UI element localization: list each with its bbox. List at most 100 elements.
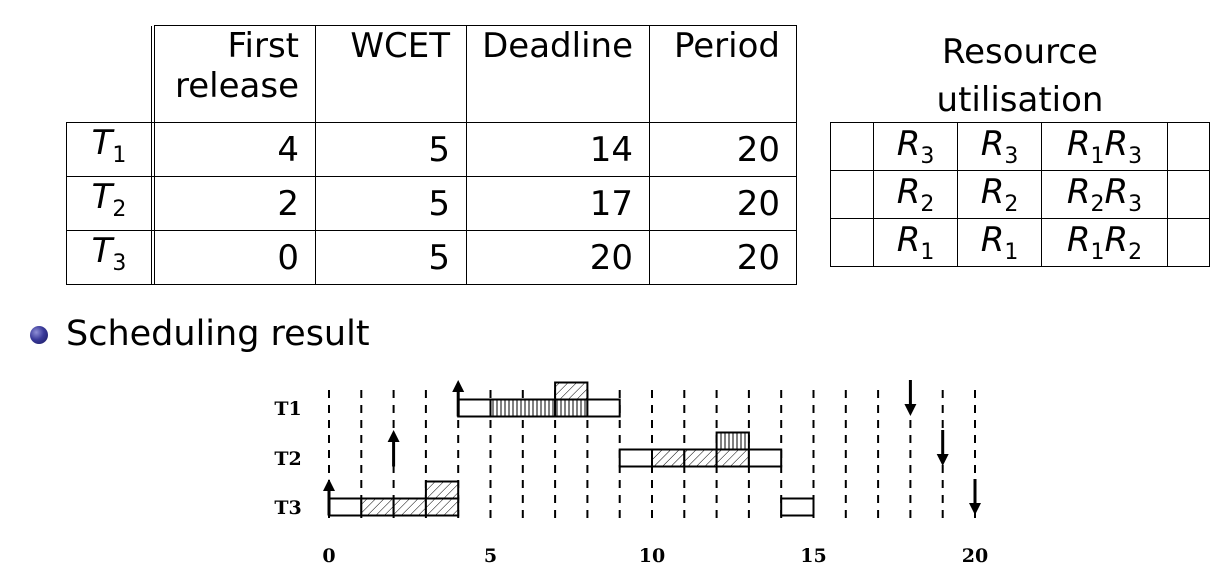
- wcet-cell: 5: [315, 230, 467, 285]
- resource-subscript: 3: [1128, 144, 1143, 169]
- segment-t1: [586, 398, 621, 418]
- resource-subscript: 2: [1004, 192, 1019, 217]
- task-table-header-row: First release WCET Deadline Period: [67, 25, 797, 123]
- resource-letter: R: [1066, 124, 1091, 164]
- section-heading: Scheduling result: [66, 314, 370, 354]
- segment-t3: [392, 497, 427, 517]
- resource-row: R3 R3 R1R3: [830, 122, 1210, 171]
- resource-subscript: 3: [920, 144, 935, 169]
- segment-t1: [457, 398, 492, 418]
- x-tick-label: 20: [962, 545, 988, 567]
- task-axis-label: T2: [274, 448, 301, 470]
- resource-cell: R2: [873, 170, 958, 219]
- resource-cell: [1167, 170, 1210, 219]
- resource-letter: R: [1066, 220, 1091, 260]
- segment-t3: [424, 480, 460, 500]
- resource-table: R3 R3 R1R3 R2 R2 R2R3 R1 R1 R1R2: [830, 122, 1210, 267]
- task-subscript: 2: [112, 197, 127, 222]
- task-axis-label: T1: [274, 398, 301, 420]
- x-tick-label: 10: [639, 545, 665, 567]
- task-subscript: 3: [112, 251, 127, 276]
- segment-t2: [715, 448, 750, 468]
- resource-letter: R: [1104, 124, 1129, 164]
- resource-cell: [830, 170, 874, 219]
- resource-utilisation-title: Resource utilisation: [880, 28, 1160, 124]
- task-letter: T: [91, 231, 113, 271]
- resource-cell: R1: [873, 218, 958, 267]
- deadline-cell: 20: [466, 230, 650, 285]
- segment-t1: [554, 398, 589, 418]
- resource-cell: R1R2: [1041, 218, 1168, 267]
- segment-t3: [328, 497, 363, 517]
- period-cell: 20: [649, 230, 797, 285]
- resource-letter: R: [980, 220, 1005, 260]
- resource-cell: R1: [957, 218, 1042, 267]
- resource-letter: R: [980, 124, 1005, 164]
- resource-cell: R3: [957, 122, 1042, 171]
- segment-t2: [683, 448, 718, 468]
- period-cell: 20: [649, 176, 797, 231]
- header-first-release-line2: release: [175, 66, 299, 106]
- segment-t2: [747, 448, 783, 468]
- resource-letter: R: [896, 172, 921, 212]
- segment-t2: [715, 431, 750, 451]
- resource-letter: R: [1104, 220, 1129, 260]
- first-release-cell: 4: [154, 122, 316, 177]
- task-row: T1 4 5 14 20: [66, 122, 797, 177]
- resource-subscript: 1: [1090, 144, 1105, 169]
- resource-subscript: 1: [920, 240, 935, 265]
- resource-cell: R1R3: [1041, 122, 1168, 171]
- resource-subscript: 2: [1128, 240, 1143, 265]
- deadline-arrow-icon: [969, 503, 981, 515]
- header-first-release: First release: [154, 25, 316, 123]
- header-period: Period: [649, 25, 797, 123]
- resource-subscript: 2: [920, 192, 935, 217]
- x-tick-label: 5: [484, 545, 497, 567]
- resource-subscript: 3: [1128, 192, 1143, 217]
- resource-letter: R: [1104, 172, 1129, 212]
- segment-t3: [424, 497, 460, 517]
- header-wcet: WCET: [315, 25, 467, 123]
- first-release-cell: 2: [154, 176, 316, 231]
- release-arrow-icon: [323, 479, 335, 491]
- x-tick-label: 0: [322, 545, 335, 567]
- task-name: T1: [66, 122, 152, 177]
- resource-letter: R: [980, 172, 1005, 212]
- task-row: T3 0 5 20 20: [66, 230, 797, 285]
- deadline-cell: 17: [466, 176, 650, 231]
- resource-title-line2: utilisation: [936, 80, 1104, 120]
- task-letter: T: [91, 123, 113, 163]
- resource-subscript: 2: [1090, 192, 1105, 217]
- bullet-icon: [30, 326, 48, 344]
- segment-t2: [618, 448, 654, 468]
- resource-subscript: 1: [1090, 240, 1105, 265]
- resource-cell: [1167, 122, 1210, 171]
- resource-letter: R: [1066, 172, 1091, 212]
- task-axis-label: T3: [274, 497, 301, 519]
- resource-cell: R2: [957, 170, 1042, 219]
- task-subscript: 1: [112, 143, 127, 168]
- resource-letter: R: [896, 124, 921, 164]
- segment-t3: [780, 497, 815, 517]
- header-deadline: Deadline: [466, 25, 650, 123]
- segment-t1: [554, 381, 589, 401]
- resource-title-line1: Resource: [942, 32, 1098, 72]
- deadline-arrow-icon: [904, 404, 917, 416]
- resource-cell: [1167, 218, 1210, 267]
- segment-t1: [489, 398, 557, 418]
- header-first-release-line1: First: [227, 26, 299, 66]
- release-arrow-icon: [387, 430, 400, 442]
- resource-subscript: 1: [1004, 240, 1019, 265]
- first-release-cell: 0: [154, 230, 316, 285]
- resource-row: R2 R2 R2R3: [830, 170, 1210, 219]
- task-name: T3: [66, 230, 152, 285]
- task-letter: T: [91, 177, 113, 217]
- wcet-cell: 5: [315, 122, 467, 177]
- resource-row: R1 R1 R1R2: [830, 218, 1210, 267]
- resource-cell: R3: [873, 122, 958, 171]
- resource-cell: R2R3: [1041, 170, 1168, 219]
- resource-letter: R: [896, 220, 921, 260]
- task-table: First release WCET Deadline Period T1 4 …: [66, 25, 797, 285]
- x-tick-label: 15: [800, 545, 826, 567]
